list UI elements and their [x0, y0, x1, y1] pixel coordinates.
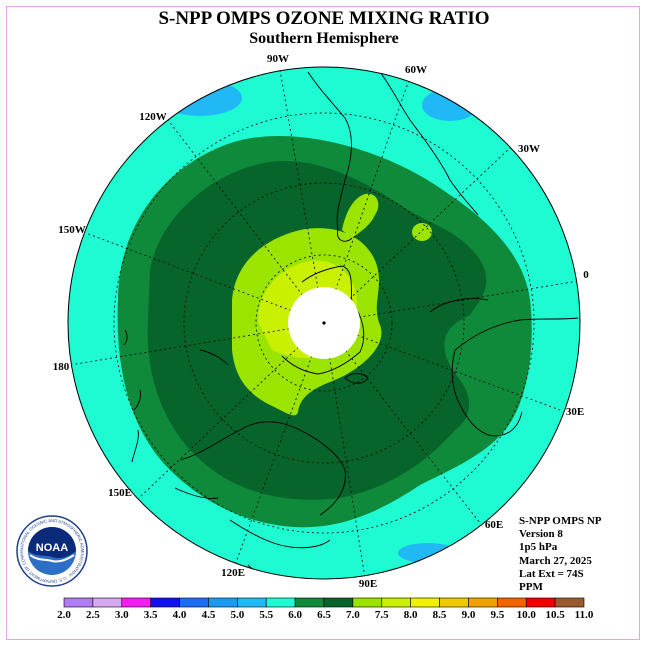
info-line-date: March 27, 2025 — [519, 554, 592, 567]
lon-label: 120E — [221, 567, 245, 579]
lon-label: 120W — [139, 111, 167, 123]
field-lime-patch — [342, 193, 379, 238]
lon-label: 180 — [53, 361, 70, 373]
coastlines — [123, 71, 579, 579]
info-block: S-NPP OMPS NP Version 8 1p5 hPa March 27… — [519, 515, 602, 594]
map-boundary — [67, 66, 581, 580]
map-subtitle: Southern Hemisphere — [249, 30, 399, 47]
lon-label: 150E — [108, 487, 132, 499]
lon-label: 30W — [518, 143, 540, 155]
lon-label: 30E — [566, 406, 584, 418]
field-blue-patch — [422, 89, 478, 121]
info-line-level: 1p5 hPa — [519, 541, 558, 554]
info-line-lat-ext: Lat Ext = 74S — [519, 567, 584, 580]
lon-label: 60E — [485, 519, 503, 531]
lon-label: 60W — [405, 64, 427, 76]
map-title: S-NPP OMPS OZONE MIXING RATIO — [158, 8, 490, 29]
noaa-logo: NOAA NATIONAL OCEANIC AND ATMOSPHERIC AD… — [16, 515, 88, 587]
info-line-version: Version 8 — [519, 528, 563, 541]
lon-label: 90E — [359, 578, 377, 590]
lon-label: 150W — [58, 224, 86, 236]
south-pole-marker — [322, 321, 326, 325]
logo-text: NOAA — [36, 542, 68, 554]
info-line-units: PPM — [519, 581, 543, 594]
lon-label: 90W — [267, 53, 289, 65]
lon-label: 0 — [583, 269, 589, 281]
info-line-product: S-NPP OMPS NP — [519, 515, 602, 527]
frame-border — [6, 6, 640, 640]
field-lime-patch — [412, 223, 432, 241]
